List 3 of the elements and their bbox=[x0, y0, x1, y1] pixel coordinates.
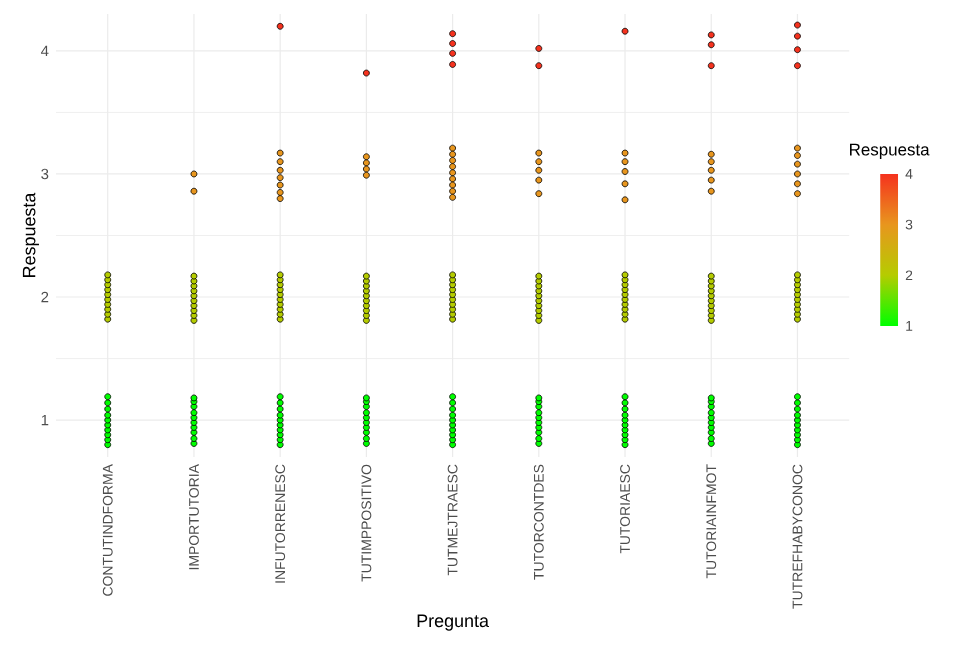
color-bar-title: Respuesta bbox=[850, 143, 930, 159]
y-axis-title: Respuesta bbox=[22, 192, 39, 277]
x-axis-title: Pregunta bbox=[417, 614, 489, 631]
